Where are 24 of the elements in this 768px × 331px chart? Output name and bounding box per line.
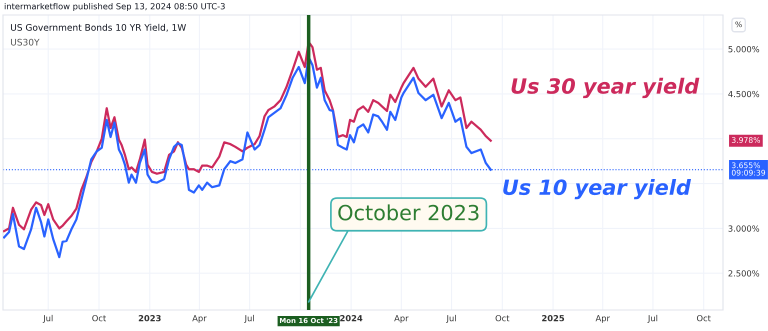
- y-tick-label: 3.000%: [728, 225, 760, 232]
- x-tick-label: Apr: [394, 315, 409, 323]
- x-tick-label: Jul: [244, 314, 254, 323]
- y-tick-label: 4.500%: [728, 90, 760, 98]
- x-tick-label: Oct: [92, 315, 106, 322]
- annotation: October 2023: [338, 204, 478, 220]
- x-tick-label: 2024: [340, 315, 362, 322]
- x-tick-label: Oct: [696, 315, 711, 322]
- y-tick-label: 5.000%: [728, 46, 760, 52]
- text: US30Y: [10, 38, 40, 46]
- x-tick-label: Oct: [496, 315, 510, 322]
- x-tick-label: Jul: [446, 314, 456, 323]
- x-tick-label: Jul: [647, 314, 658, 323]
- text: US Government Bonds 10 YR Yield, 1W: [10, 24, 186, 32]
- series-label: Us 10 year yield: [503, 178, 692, 200]
- x-tick-label: 2023: [138, 315, 161, 322]
- x-tick-label: 2025: [542, 315, 564, 322]
- x-tick-label: Apr: [596, 315, 610, 323]
- y-tick-label: 2.500%: [728, 270, 760, 277]
- text: intermarketflow published Sep 13, 2024 08:50 UTC-3: [4, 2, 225, 12]
- x-tick-label: Apr: [192, 315, 207, 323]
- text: Us 30 year yield: [512, 78, 700, 98]
- line-series: [3, 40, 492, 232]
- x-tick-label: Jul: [42, 314, 52, 323]
